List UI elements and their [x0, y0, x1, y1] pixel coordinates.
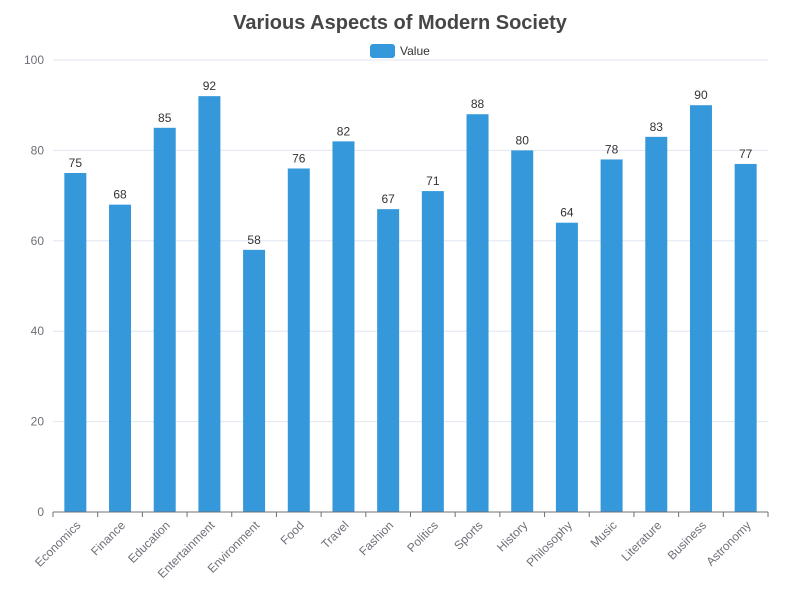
- data-label: 80: [516, 133, 530, 147]
- x-tick-label: Business: [665, 518, 709, 562]
- data-label: 75: [69, 156, 83, 170]
- bar-entertainment[interactable]: [198, 96, 221, 512]
- x-tick-label: Sports: [451, 518, 485, 552]
- x-tick-label: Music: [588, 518, 620, 550]
- data-label: 90: [694, 88, 708, 102]
- y-tick-label: 0: [37, 505, 44, 519]
- bar-literature[interactable]: [645, 136, 668, 512]
- y-tick-label: 80: [31, 143, 45, 157]
- x-tick-label: Philosophy: [524, 518, 575, 569]
- x-tick-label: Travel: [318, 518, 351, 551]
- data-label: 68: [113, 188, 127, 202]
- x-tick-label: Politics: [404, 518, 441, 555]
- bar-history[interactable]: [511, 150, 534, 512]
- bar-environment[interactable]: [243, 249, 266, 512]
- data-label: 82: [337, 124, 351, 138]
- data-label: 76: [292, 151, 306, 165]
- data-label: 67: [381, 192, 395, 206]
- bar-education[interactable]: [153, 127, 176, 513]
- x-tick-label: History: [494, 518, 530, 554]
- bars: [64, 96, 757, 513]
- chart-title: Various Aspects of Modern Society: [233, 12, 568, 34]
- x-axis: Economics FinanceEducationEntertainmentEn…: [32, 511, 769, 581]
- bar-music[interactable]: [600, 159, 623, 512]
- data-label: 77: [739, 147, 753, 161]
- y-tick-label: 20: [31, 415, 45, 429]
- y-axis: 0 20 40 60 80 100: [24, 53, 44, 519]
- x-tick-label: Finance: [88, 518, 128, 558]
- bar-astronomy[interactable]: [734, 163, 757, 512]
- bar-food[interactable]: [287, 168, 310, 513]
- bar-economics[interactable]: [64, 173, 87, 512]
- data-label: 92: [203, 79, 217, 93]
- y-tick-label: 60: [31, 234, 45, 248]
- data-label: 64: [560, 206, 574, 220]
- data-label: 58: [247, 233, 261, 247]
- x-tick-label: Astronomy: [703, 518, 753, 568]
- data-label: 83: [650, 120, 664, 134]
- y-tick-label: 40: [31, 324, 45, 338]
- x-tick-label: Education: [125, 518, 173, 566]
- x-tick-label: Literature: [619, 518, 665, 564]
- data-label: 85: [158, 111, 172, 125]
- bar-politics[interactable]: [421, 191, 444, 512]
- bar-fashion[interactable]: [377, 209, 400, 512]
- data-label: 78: [605, 142, 619, 156]
- x-tick-label: Fashion: [356, 518, 396, 558]
- y-tick-label: 100: [24, 53, 44, 67]
- x-tick-label: Economics: [32, 518, 83, 569]
- legend[interactable]: Value: [370, 44, 430, 58]
- x-tick-label: Food: [278, 518, 307, 547]
- data-labels: 75 68 85 92 58 76 82 67 71 88 80 64 78 83 90 77: [69, 79, 753, 247]
- data-label: 88: [471, 97, 485, 111]
- bar-business[interactable]: [689, 105, 712, 512]
- bar-travel[interactable]: [332, 141, 355, 513]
- legend-swatch[interactable]: [370, 44, 395, 58]
- data-label: 71: [426, 174, 440, 188]
- bar-sports[interactable]: [466, 114, 489, 513]
- bar-finance[interactable]: [109, 204, 132, 512]
- bar-philosophy[interactable]: [555, 222, 578, 512]
- legend-label[interactable]: Value: [400, 44, 430, 58]
